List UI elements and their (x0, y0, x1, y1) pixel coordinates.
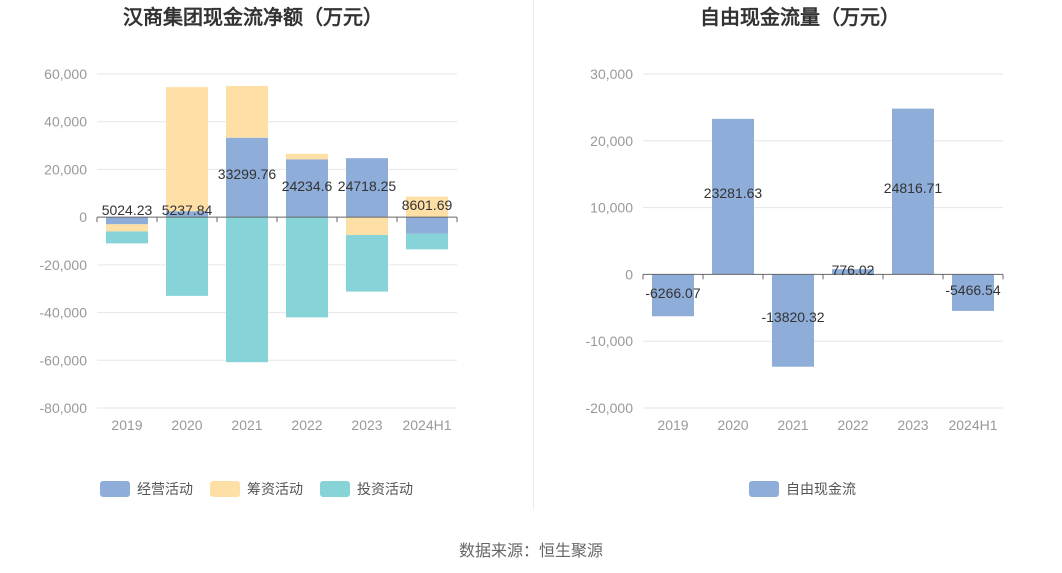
x-axis: 2019 2020 2021 2022 2023 2024H1 (657, 417, 997, 433)
y-tick-label: -10,000 (586, 333, 634, 349)
y-tick-label: 60,000 (44, 66, 87, 82)
y-tick-label: 0 (79, 209, 87, 225)
zero-line (96, 216, 458, 223)
data-label: 776.02 (832, 262, 875, 278)
zero-line (642, 273, 1004, 280)
bar (406, 233, 448, 250)
x-tick-label: 2021 (231, 417, 262, 433)
data-label: 23281.63 (704, 185, 763, 201)
x-tick-label: 2023 (897, 417, 928, 433)
free-cash-flow-chart: 自由现金流量（万元） 30,000 20,000 10,000 0 -10,000 -20… (586, 5, 1004, 498)
data-label: 24718.25 (338, 178, 397, 194)
data-label: -6266.07 (645, 285, 700, 301)
x-tick-label: 2024H1 (948, 417, 997, 433)
chart-title: 自由现金流量（万元） (700, 5, 900, 29)
bar (106, 217, 148, 225)
y-tick-label: 40,000 (44, 114, 87, 130)
data-label: 8601.69 (402, 197, 453, 213)
legend-label: 自由现金流 (786, 482, 856, 498)
legend-swatch (210, 481, 240, 497)
y-tick-label: 0 (625, 266, 633, 282)
bar (106, 224, 148, 232)
x-tick-label: 2021 (777, 417, 808, 433)
y-axis: 30,000 20,000 10,000 0 -10,000 -20,000 (586, 66, 634, 416)
y-tick-label: -20,000 (40, 257, 88, 273)
source-note: 数据来源：恒生聚源 (459, 541, 603, 560)
y-tick-label: 20,000 (44, 161, 87, 177)
x-axis: 2019 2020 2021 2022 2023 2024H1 (111, 417, 451, 433)
cash-flow-net-chart: 汉商集团现金流净额（万元） 60,000 40,000 20,000 0 -20,000… (40, 5, 458, 498)
legend-swatch (320, 481, 350, 497)
y-tick-label: -20,000 (586, 400, 634, 416)
bar-series (106, 85, 448, 363)
bar (166, 87, 208, 212)
x-tick-label: 2019 (657, 417, 688, 433)
y-tick-label: 20,000 (590, 133, 633, 149)
x-tick-label: 2022 (291, 417, 322, 433)
bar (832, 269, 874, 275)
bar-series (652, 108, 994, 367)
bar (286, 153, 328, 160)
data-label: 5237.84 (162, 202, 213, 218)
data-label: 24234.6 (282, 178, 333, 194)
legend-label: 投资活动 (357, 482, 413, 498)
data-labels: -6266.07 23281.63 -13820.32 776.02 24816.71 -… (645, 180, 1000, 325)
x-tick-label: 2022 (837, 417, 868, 433)
bar (286, 217, 328, 318)
bar (406, 217, 448, 234)
bar (226, 137, 268, 218)
y-axis: 60,000 40,000 20,000 0 -20,000 -40,000 -60,000… (40, 66, 88, 416)
legend-label: 筹资活动 (247, 481, 303, 498)
bar (712, 118, 754, 275)
bar (166, 211, 208, 218)
bar (226, 85, 268, 138)
x-tick-label: 2020 (171, 417, 202, 433)
bar (406, 196, 448, 218)
data-label: 24816.71 (884, 180, 943, 196)
y-tick-label: -40,000 (40, 305, 88, 321)
legend-swatch (749, 481, 779, 497)
x-tick-label: 2024H1 (402, 417, 451, 433)
x-tick-label: 2023 (351, 417, 382, 433)
bar (226, 217, 268, 363)
bar (106, 231, 148, 244)
legend-label: 经营活动 (137, 482, 193, 498)
legend-swatch (100, 481, 130, 497)
data-label: -13820.32 (761, 309, 824, 325)
bar (166, 217, 208, 296)
chart-title: 汉商集团现金流净额（万元） (123, 5, 383, 29)
x-tick-label: 2019 (111, 417, 142, 433)
bar (346, 217, 388, 236)
bar (346, 235, 388, 292)
bar (286, 159, 328, 218)
data-labels: 5024.23 5237.84 33299.76 24234.6 24718.25 860… (102, 166, 453, 218)
bar (772, 274, 814, 367)
bar (652, 274, 694, 317)
legend: 经营活动 筹资活动 投资活动 (100, 481, 413, 498)
y-tick-label: -80,000 (40, 400, 88, 416)
legend: 自由现金流 (749, 481, 856, 498)
bar (892, 108, 934, 275)
data-label: 33299.76 (218, 166, 277, 182)
y-tick-label: 30,000 (590, 66, 633, 82)
bar (346, 158, 388, 218)
bar (952, 274, 994, 311)
x-tick-label: 2020 (717, 417, 748, 433)
data-label: -5466.54 (945, 282, 1000, 298)
y-tick-label: -60,000 (40, 352, 88, 368)
y-tick-label: 10,000 (590, 200, 633, 216)
data-label: 5024.23 (102, 202, 153, 218)
grid-lines (97, 73, 457, 409)
grid-lines (643, 73, 1003, 409)
